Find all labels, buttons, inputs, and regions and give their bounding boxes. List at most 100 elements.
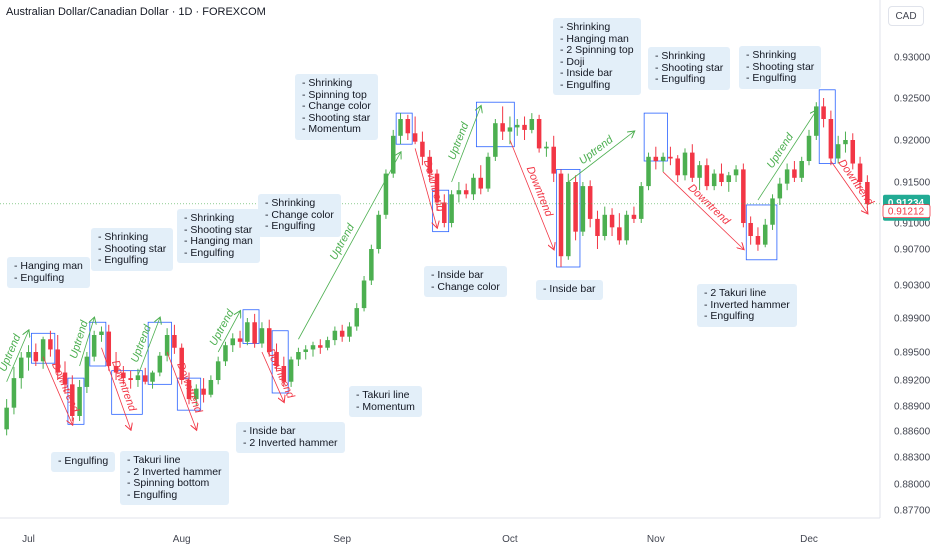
trend-arrow-down — [662, 171, 743, 249]
trend-arrow-up — [568, 132, 634, 183]
candle — [347, 322, 352, 342]
note-takuri-1: - Takuri line - 2 Inverted hammer - Spinni… — [120, 451, 229, 505]
candle — [106, 324, 112, 371]
currency-button[interactable]: CAD — [888, 6, 924, 26]
candle-body — [376, 214, 381, 249]
candle — [62, 361, 68, 393]
candle — [310, 341, 316, 357]
note-line: - Inside bar — [243, 425, 296, 437]
candle-body — [259, 328, 265, 344]
note-line: - Takuri line — [356, 389, 410, 401]
note-line: - Engulfing — [127, 488, 178, 501]
candle-body — [347, 326, 352, 337]
current-price-label: 0.91234 — [888, 198, 925, 209]
note-line: - Engulfing — [560, 78, 611, 91]
candle-body — [194, 388, 199, 400]
candle-body — [26, 352, 31, 358]
candle — [412, 116, 418, 145]
note-line: - 2 Takuri line — [704, 287, 767, 299]
candle — [150, 370, 155, 389]
candle — [361, 276, 367, 312]
candle — [288, 356, 294, 387]
trend-arrow-down — [414, 148, 437, 227]
candle — [646, 152, 651, 191]
candle-body — [18, 357, 24, 379]
candle-body — [398, 119, 403, 136]
candle — [726, 171, 732, 192]
candle — [252, 313, 257, 348]
candle — [230, 333, 236, 352]
other-price-label: 0.91212 — [888, 207, 925, 218]
candle-body — [609, 214, 615, 228]
note-line: - Engulfing — [655, 73, 706, 85]
candle — [690, 144, 695, 182]
candle-body — [631, 214, 637, 219]
candle-body — [733, 169, 739, 176]
note-line: - Inverted hammer — [704, 298, 790, 311]
trend-arrow-up — [451, 106, 481, 183]
candle — [828, 110, 834, 166]
candle-body — [558, 173, 564, 257]
candle-body — [223, 345, 228, 362]
candle — [471, 173, 476, 201]
candle-body — [121, 372, 126, 379]
y-tick-label: 0.93000 — [894, 53, 931, 64]
candle — [186, 372, 192, 405]
candle-body — [711, 173, 717, 187]
candle-body — [434, 173, 440, 203]
candle — [390, 129, 396, 178]
candle — [325, 336, 330, 351]
candle — [369, 244, 374, 285]
candle — [26, 345, 31, 371]
pattern-box — [556, 168, 581, 268]
candle-body — [719, 173, 724, 182]
candle-body — [857, 163, 863, 182]
y-tick-label: 0.88300 — [894, 453, 931, 464]
candle-body — [405, 119, 411, 134]
y-tick-label: 0.90700 — [894, 245, 931, 256]
candle — [398, 113, 403, 145]
pattern-box — [745, 204, 778, 261]
candle — [449, 190, 454, 228]
candle-body — [77, 386, 82, 416]
candle — [529, 113, 535, 134]
trend-arrow-up — [217, 311, 240, 353]
candle — [303, 345, 308, 360]
candle — [18, 352, 24, 389]
trend-label-down: Downtrend — [524, 165, 555, 220]
candle-body — [843, 140, 848, 145]
trend-arrow-up — [757, 111, 816, 201]
y-tick-label: 0.89900 — [894, 314, 931, 325]
candle — [835, 135, 841, 164]
candle — [799, 156, 804, 182]
candle — [456, 182, 462, 203]
candle-body — [186, 380, 192, 400]
candle — [806, 129, 812, 166]
candle — [194, 384, 199, 406]
candle-body — [784, 169, 790, 184]
candle — [762, 218, 768, 248]
candle-body — [412, 133, 418, 142]
candle-body — [507, 127, 513, 132]
candle — [697, 161, 702, 191]
note-inside-bar-3: - Inside bar — [536, 280, 603, 300]
candle — [865, 175, 870, 209]
trend-arrow-down — [101, 347, 130, 430]
candle — [478, 165, 484, 195]
candle-body — [792, 169, 797, 178]
other-price-badge — [882, 204, 931, 219]
candle-body — [252, 322, 257, 344]
candle-body — [748, 223, 753, 236]
candle — [48, 330, 53, 357]
candle-body — [544, 146, 549, 149]
trend-label-down: Downtrend — [836, 157, 877, 208]
candle — [602, 206, 608, 241]
candle — [99, 326, 104, 342]
candle — [748, 216, 753, 245]
note-shrinking-1: - Shrinking - Shooting star - Engulfing — [91, 228, 174, 271]
note-takuri-3: - 2 Takuri line - Inverted hammer - Engulf… — [697, 284, 797, 327]
candle-body — [806, 135, 812, 161]
candle-body — [755, 236, 761, 245]
candle-body — [463, 190, 469, 195]
